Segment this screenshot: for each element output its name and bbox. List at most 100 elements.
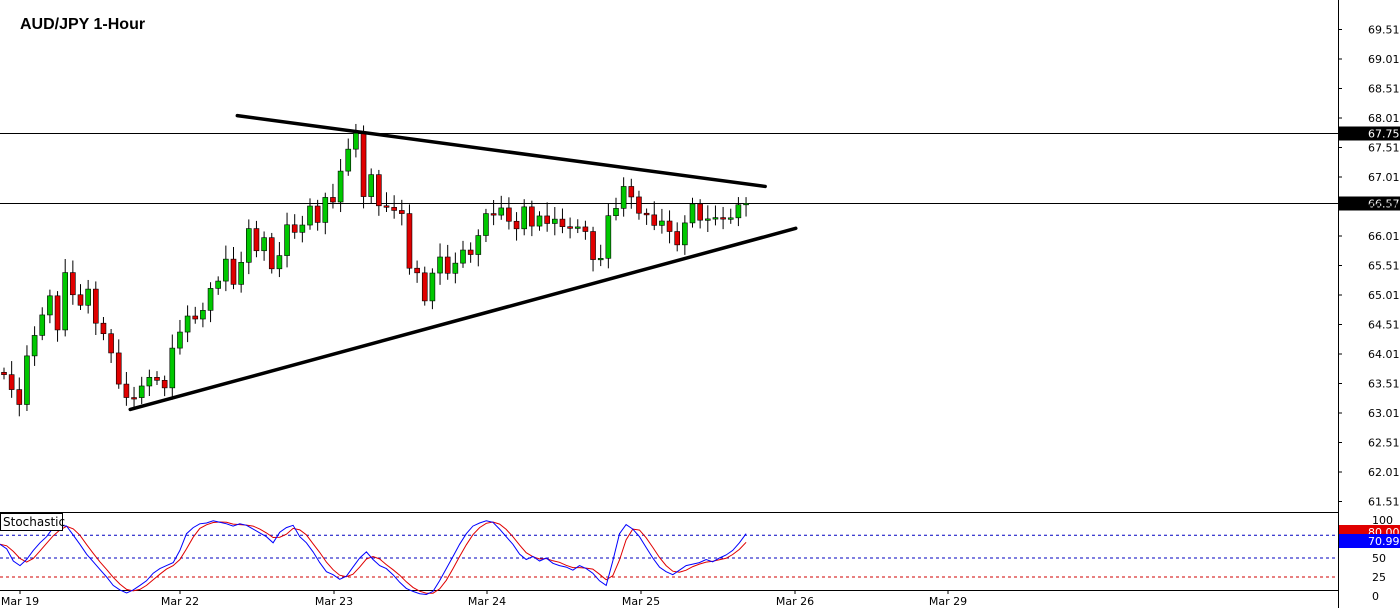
- candle-up: [521, 206, 528, 230]
- candle-down: [513, 220, 520, 230]
- candle-up: [261, 237, 267, 252]
- price-tick-label: 65.51: [1368, 260, 1400, 273]
- price-tick-label: 68.01: [1368, 112, 1400, 125]
- candle-up: [613, 208, 619, 217]
- candle-up: [735, 204, 742, 219]
- stochastic-tick-label: 0: [1372, 590, 1379, 603]
- trendline-lower: [128, 226, 798, 412]
- candle-down: [467, 249, 474, 255]
- candle-down: [93, 288, 99, 324]
- price-axis: 61.51 62.01 62.51 63.01 63.51 64.01 64.51 65.01…: [1338, 24, 1400, 509]
- price-tick-label: 66.01: [1368, 230, 1400, 243]
- stochastic-value-tag: [1339, 534, 1400, 548]
- trendline-upper: [235, 113, 767, 189]
- stochastic-value-label: 70.99: [1368, 535, 1400, 548]
- candle-down: [559, 218, 566, 227]
- candle-up: [184, 315, 191, 333]
- price-tick-label: 63.01: [1368, 407, 1400, 420]
- candle-up: [727, 217, 734, 220]
- candle-up: [597, 258, 604, 261]
- candle-down: [54, 295, 61, 331]
- candle-down: [666, 220, 673, 232]
- candle-down: [628, 186, 635, 198]
- candle-down: [330, 197, 336, 203]
- candle-down: [590, 231, 596, 260]
- candle-up: [246, 228, 252, 263]
- candle-up: [276, 255, 283, 270]
- price-tick-label: 67.51: [1368, 142, 1400, 155]
- price-tick-label: 69.01: [1368, 53, 1400, 66]
- time-tick-label: Mar 22: [161, 595, 199, 608]
- price-tick-label: 62.01: [1368, 466, 1400, 479]
- price-tick-label: 61.51: [1368, 496, 1400, 509]
- stochastic-label: Stochastic: [0, 513, 65, 531]
- candle-up: [682, 222, 688, 246]
- stochastic-d-line: [0, 521, 747, 594]
- candle-down: [398, 210, 405, 214]
- time-tick-label: Mar 23: [315, 595, 353, 608]
- candle-up: [337, 170, 344, 203]
- candle-up: [574, 226, 581, 229]
- candle-up: [605, 215, 612, 259]
- candle-down: [674, 231, 681, 246]
- stochastic-tick-label: 50: [1372, 552, 1386, 565]
- candle-down: [161, 380, 168, 389]
- candle-up: [551, 218, 558, 224]
- candle-up: [483, 213, 489, 236]
- price-tick-label: 63.51: [1368, 378, 1400, 391]
- candle-up: [62, 272, 69, 331]
- candle-down: [230, 258, 237, 285]
- candle-down: [314, 205, 321, 223]
- candle-down: [720, 217, 726, 220]
- price-level-tag-label: 66.57: [1368, 198, 1400, 211]
- candle-down: [100, 322, 107, 335]
- price-tick-label: 66.51: [1368, 201, 1400, 214]
- candle-up: [24, 355, 30, 405]
- candle-up: [536, 215, 543, 227]
- stochastic-label-text: Stochastic: [3, 515, 65, 529]
- candle-down: [444, 256, 451, 274]
- time-tick-label: Mar 25: [622, 595, 660, 608]
- price-level-tag: [1339, 126, 1400, 141]
- candle-up: [704, 218, 711, 221]
- candle-down: [253, 228, 260, 252]
- candle-down: [421, 272, 428, 302]
- candle-up: [429, 272, 436, 302]
- price-tick-label: 69.51: [1368, 24, 1400, 37]
- candle-up: [437, 256, 443, 274]
- stochastic-tick-label: 100: [1372, 514, 1393, 527]
- candle-up: [689, 203, 696, 224]
- candle-down: [651, 214, 658, 226]
- candle-up: [368, 174, 375, 197]
- candle-down: [506, 207, 512, 222]
- time-tick-label: Mar 24: [468, 595, 506, 608]
- candle-up: [85, 288, 91, 306]
- price-tick-label: 62.51: [1368, 437, 1400, 450]
- candle-up: [498, 207, 505, 216]
- candle-down: [544, 215, 550, 224]
- price-tick-label: 68.51: [1368, 83, 1400, 96]
- time-tick-label: Mar 19: [1, 595, 39, 608]
- candle-down: [360, 132, 367, 197]
- candle-up: [353, 132, 359, 150]
- candle-down: [115, 352, 122, 385]
- stochastic-tick-label: 25: [1372, 571, 1386, 584]
- candle-up: [284, 224, 290, 256]
- candle-up: [307, 205, 313, 226]
- time-axis: Mar 19 Mar 22 Mar 23 Mar 24 Mar 25 Mar 26 Mar …: [1, 590, 967, 608]
- price-level-tag-label: 67.75: [1368, 128, 1400, 141]
- candle-down: [291, 224, 298, 233]
- trendlines: [128, 113, 798, 412]
- candle-down: [391, 207, 397, 211]
- price-level-tag: [1339, 196, 1400, 211]
- candle-up: [322, 197, 329, 223]
- stochastic-k-line: [0, 520, 747, 596]
- candle-down: [383, 205, 390, 208]
- candle-down: [16, 389, 23, 405]
- candle-up: [475, 235, 482, 255]
- chart-title: AUD/JPY 1-Hour: [20, 16, 145, 33]
- candle-down: [490, 213, 497, 216]
